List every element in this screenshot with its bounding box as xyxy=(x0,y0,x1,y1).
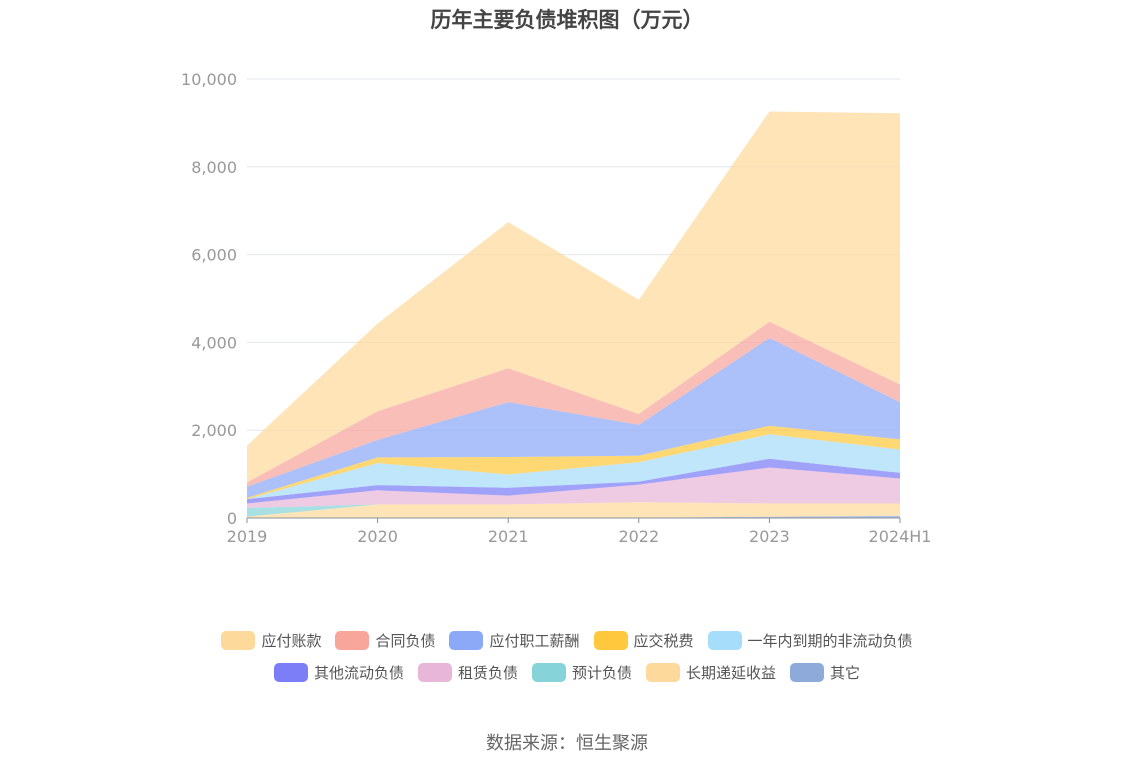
legend-item-lease-liabilities[interactable]: 租赁负债 xyxy=(417,662,518,683)
legend-swatch xyxy=(273,663,308,682)
y-tick-label: 6,000 xyxy=(191,246,237,265)
area-series-应交税费 xyxy=(247,425,900,500)
y-tick-label: 4,000 xyxy=(191,333,237,352)
stacked-area-chart: 0 2,000 4,000 6,000 8,000 10,000 2019 2020 2021 2… xyxy=(181,70,931,546)
legend-swatch xyxy=(646,663,680,682)
legend-item-accounts-payable[interactable]: 应付账款 xyxy=(221,630,321,651)
legend-label: 预计负债 xyxy=(571,664,632,682)
legend-swatch xyxy=(531,663,566,682)
legend-item-taxes-payable[interactable]: 应交税费 xyxy=(593,630,694,651)
legend-item-contract-liabilities[interactable]: 合同负债 xyxy=(335,630,435,651)
legend-swatch xyxy=(707,631,742,650)
x-tick-label: 2024H1 xyxy=(869,527,932,546)
legend-label: 合同负债 xyxy=(375,632,436,650)
y-tick-label: 8,000 xyxy=(191,158,237,177)
legend-item-other-current-liabilities[interactable]: 其他流动负债 xyxy=(273,662,404,683)
legend-label: 一年内到期的非流动负债 xyxy=(747,632,913,650)
legend-label: 长期递延收益 xyxy=(686,664,777,682)
area-series-应付职工薪酬 xyxy=(247,338,900,498)
area-series-应付账款 xyxy=(247,111,900,483)
legend-label: 应付职工薪酬 xyxy=(489,632,580,650)
area-series-一年内到期的非流动负债 xyxy=(247,434,900,500)
legend-row-1: 应付账款 合同负债 应付职工薪酬 应交税费 一年内到期的非流动负债 xyxy=(0,630,1134,651)
legend-swatch xyxy=(593,631,628,650)
legend-item-provisions[interactable]: 预计负债 xyxy=(531,662,632,683)
legend-swatch xyxy=(221,631,256,650)
area-series-其他流动负债 xyxy=(247,458,900,504)
legend-label: 应交税费 xyxy=(633,632,694,650)
data-source: 数据来源：恒生聚源 xyxy=(486,733,648,754)
legend-label: 其他流动负债 xyxy=(313,664,404,682)
x-tick-label: 2020 xyxy=(357,527,398,546)
area-series-长期递延收益 xyxy=(247,502,900,518)
x-tick-label: 2022 xyxy=(618,527,659,546)
x-tick-label: 2019 xyxy=(227,527,268,546)
legend-swatch xyxy=(335,631,370,650)
chart-title: 历年主要负债堆积图（万元） xyxy=(430,8,704,32)
axes: 0 2,000 4,000 6,000 8,000 10,000 2019 2020 2021 2… xyxy=(181,70,931,546)
legend-swatch xyxy=(790,663,825,682)
x-tick-label: 2021 xyxy=(488,527,529,546)
legend: 应付账款 合同负债 应付职工薪酬 应交税费 一年内到期的非流动负债 其他流动负债… xyxy=(0,630,1134,694)
area-series xyxy=(247,111,900,518)
legend-label: 应付账款 xyxy=(261,632,322,650)
legend-label: 其它 xyxy=(830,664,861,682)
legend-item-current-noncurrent-liabilities[interactable]: 一年内到期的非流动负债 xyxy=(707,630,913,651)
y-tick-label: 10,000 xyxy=(181,70,237,89)
x-tick-label: 2023 xyxy=(749,527,790,546)
area-series-其它 xyxy=(247,515,900,518)
legend-swatch xyxy=(417,663,452,682)
legend-label: 租赁负债 xyxy=(457,664,518,682)
y-tick-label: 2,000 xyxy=(191,421,237,440)
legend-swatch xyxy=(449,631,484,650)
legend-item-employee-payable[interactable]: 应付职工薪酬 xyxy=(449,630,580,651)
legend-item-deferred-income[interactable]: 长期递延收益 xyxy=(646,662,776,683)
area-series-租赁负债 xyxy=(247,467,900,508)
area-series-合同负债 xyxy=(247,321,900,487)
y-tick-label: 0 xyxy=(227,509,237,528)
legend-item-other[interactable]: 其它 xyxy=(790,662,860,683)
legend-row-2: 其他流动负债 租赁负债 预计负债 长期递延收益 其它 xyxy=(0,662,1134,683)
